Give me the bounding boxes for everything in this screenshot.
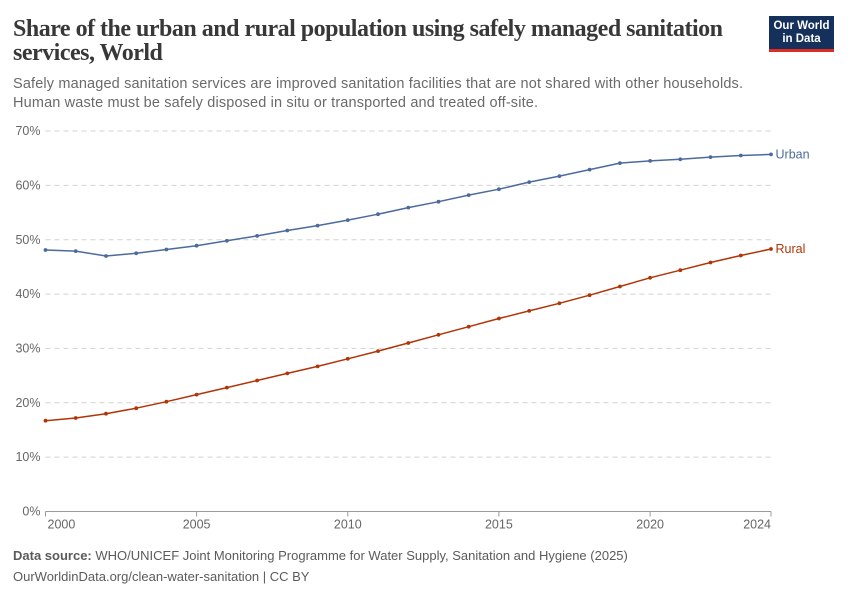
svg-text:60%: 60% <box>15 179 40 193</box>
svg-text:20%: 20% <box>15 396 40 410</box>
svg-text:2010: 2010 <box>334 518 362 532</box>
svg-text:2005: 2005 <box>183 518 211 532</box>
svg-text:Urban: Urban <box>776 148 810 162</box>
svg-text:Rural: Rural <box>776 242 806 256</box>
svg-text:10%: 10% <box>15 450 40 464</box>
svg-text:2015: 2015 <box>485 518 513 532</box>
svg-text:30%: 30% <box>15 342 40 356</box>
svg-text:2000: 2000 <box>48 518 76 532</box>
svg-text:0%: 0% <box>22 505 40 519</box>
svg-text:40%: 40% <box>15 287 40 301</box>
svg-text:2024: 2024 <box>743 518 771 532</box>
svg-text:50%: 50% <box>15 233 40 247</box>
svg-text:2020: 2020 <box>636 518 664 532</box>
svg-text:70%: 70% <box>15 124 40 138</box>
